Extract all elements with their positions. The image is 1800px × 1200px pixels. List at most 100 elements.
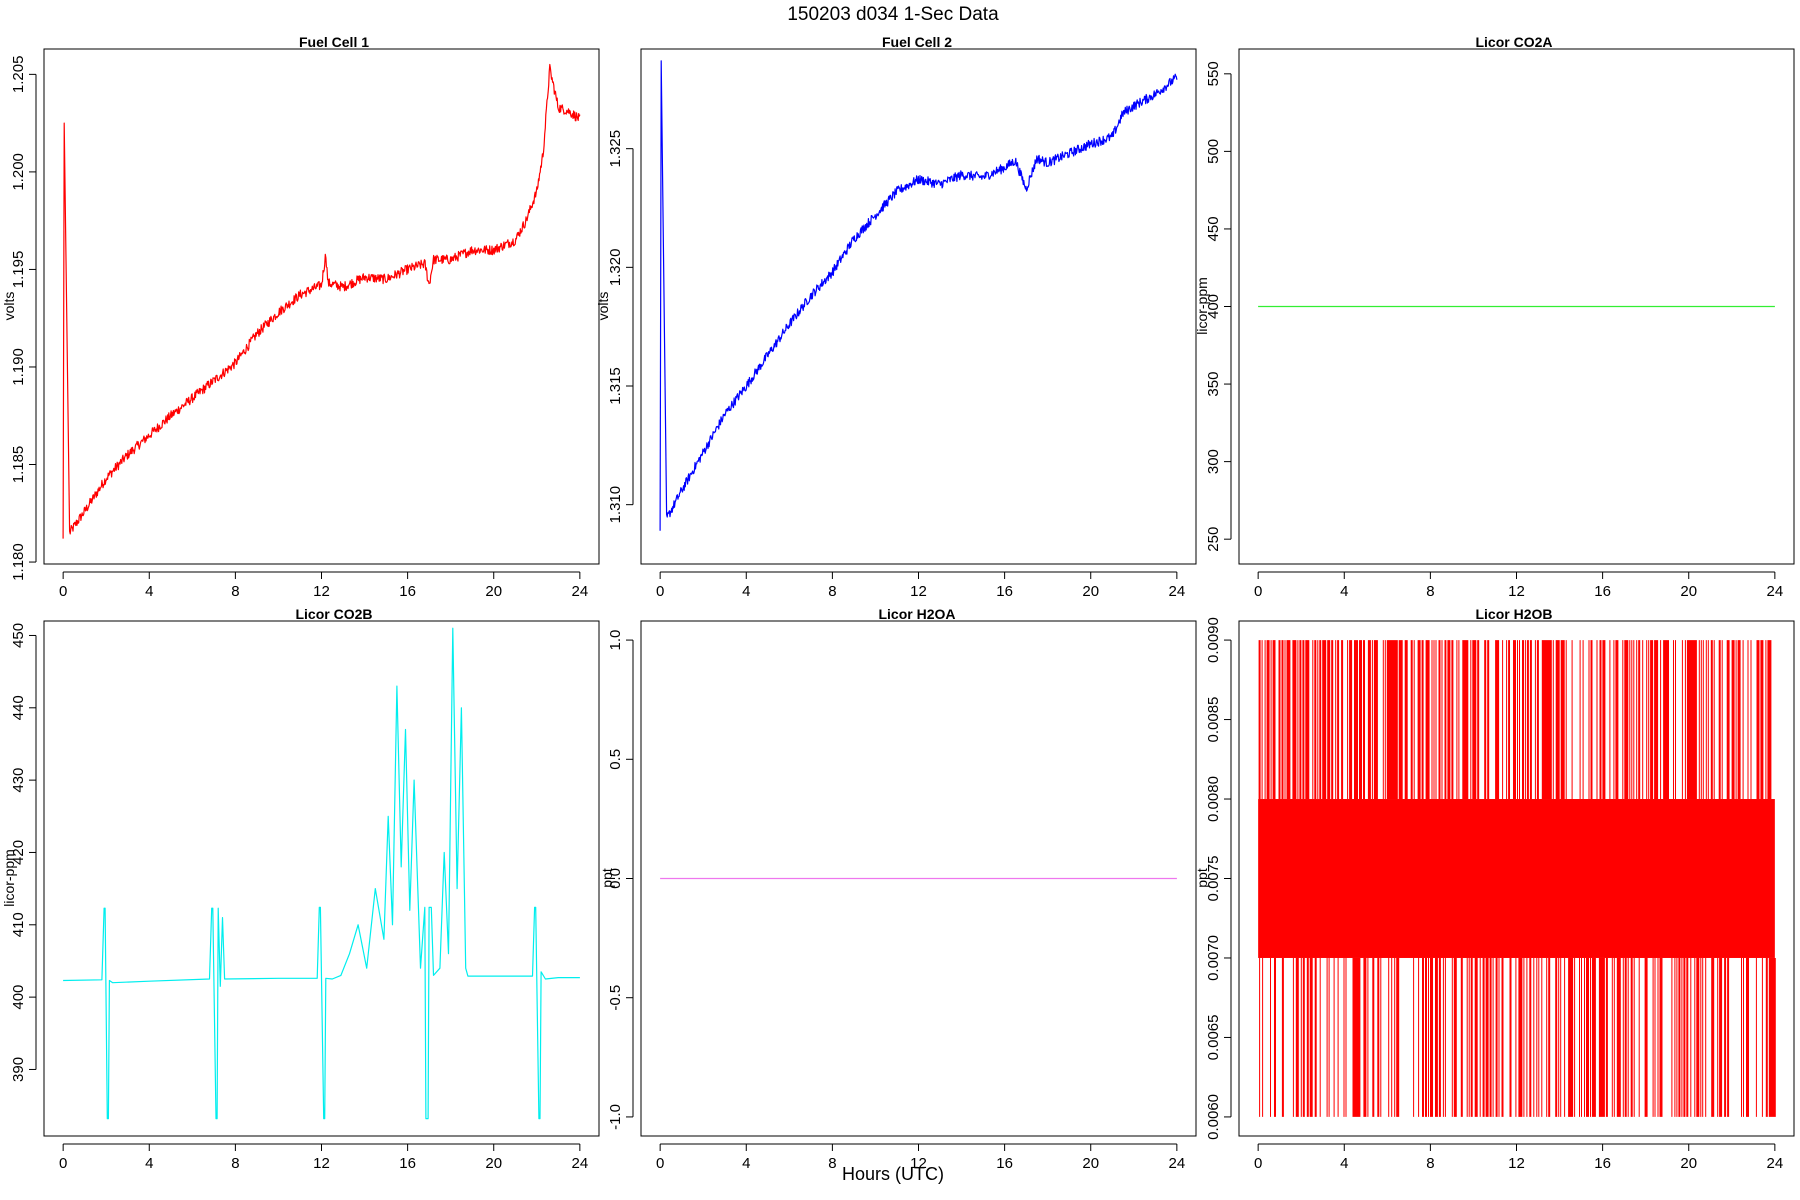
x-axis: 0 4 8 12 16 20 24 bbox=[59, 571, 589, 600]
x-tick-label: 0 bbox=[1254, 583, 1262, 600]
y-tick-label: 1.185 bbox=[10, 446, 27, 484]
y-tick-label: 0.0085 bbox=[1205, 697, 1222, 743]
plot-frame bbox=[43, 620, 600, 1137]
x-tick-label: 20 bbox=[1082, 1155, 1099, 1172]
y-tick-label: 0.5 bbox=[607, 749, 624, 770]
y-tick-label: 1.310 bbox=[607, 486, 624, 524]
y-tick-label: 0.0080 bbox=[1205, 776, 1222, 822]
x-tick-label: 0 bbox=[1254, 1155, 1262, 1172]
y-tick-label: 390 bbox=[10, 1057, 27, 1082]
x-tick-label: 20 bbox=[485, 1155, 502, 1172]
plot-frame bbox=[1238, 48, 1795, 565]
y-tick-label: 450 bbox=[10, 623, 27, 648]
x-axis: 0 4 8 12 16 20 24 bbox=[656, 571, 1186, 600]
y-tick-label: 450 bbox=[1205, 216, 1222, 241]
x-tick-label: 4 bbox=[145, 583, 153, 600]
y-tick-label: 1.325 bbox=[607, 130, 624, 168]
y-tick-label: 440 bbox=[10, 695, 27, 720]
y-axis-label: licor-ppm bbox=[1, 849, 17, 907]
x-tick-label: 8 bbox=[1426, 1155, 1434, 1172]
x-tick-label: 4 bbox=[742, 1155, 750, 1172]
y-tick-label: -1.0 bbox=[607, 1104, 624, 1130]
y-axis: -1.0 -0.5 0.0 0.5 1.0 bbox=[607, 630, 634, 1130]
x-tick-label: 24 bbox=[1767, 583, 1784, 600]
y-tick-label: 400 bbox=[10, 985, 27, 1010]
panel-licor-h2ob: Licor H2OB ppt 0 4 8 12 16 20 240.00600.00650.… bbox=[1194, 606, 1795, 1172]
x-tick-label: 24 bbox=[1767, 1155, 1784, 1172]
y-tick-label: 1.195 bbox=[10, 251, 27, 289]
y-axis: 0.0060 0.0065 0.0070 0.0075 0.0080 0.0085 0.00… bbox=[1205, 617, 1232, 1140]
y-tick-label: 350 bbox=[1205, 372, 1222, 397]
x-tick-label: 16 bbox=[399, 583, 416, 600]
x-tick-label: 8 bbox=[1426, 583, 1434, 600]
figure-title: 150203 d034 1-Sec Data bbox=[787, 4, 999, 25]
panel-title: Fuel Cell 2 bbox=[882, 34, 952, 50]
y-axis: 390 400 410 420 430 440 450 bbox=[10, 623, 37, 1082]
panel-licor-co2a: Licor CO2A licor-ppm 0 4 8 12 16 20 24 250 300 35… bbox=[1194, 34, 1795, 600]
x-tick-label: 20 bbox=[1082, 583, 1099, 600]
x-tick-label: 12 bbox=[1508, 1155, 1525, 1172]
x-tick-label: 8 bbox=[231, 1155, 239, 1172]
y-tick-label: 1.315 bbox=[607, 367, 624, 405]
x-tick-label: 4 bbox=[1340, 1155, 1348, 1172]
y-tick-label: 550 bbox=[1205, 61, 1222, 86]
x-tick-label: 20 bbox=[1680, 1155, 1697, 1172]
x-tick-label: 8 bbox=[828, 1155, 836, 1172]
y-axis-label: ppt bbox=[599, 868, 615, 888]
y-axis: 1.180 1.185 1.190 1.195 1.200 1.205 bbox=[10, 56, 37, 581]
x-tick-label: 0 bbox=[656, 1155, 664, 1172]
panel-title: Licor H2OA bbox=[878, 606, 955, 622]
x-tick-label: 24 bbox=[1169, 583, 1186, 600]
series-line bbox=[62, 63, 581, 539]
y-tick-label: 1.320 bbox=[607, 249, 624, 287]
y-tick-label: 300 bbox=[1205, 449, 1222, 474]
panel-title: Licor CO2B bbox=[295, 606, 372, 622]
y-tick-label: 0.0070 bbox=[1205, 935, 1222, 981]
x-tick-label: 4 bbox=[145, 1155, 153, 1172]
x-tick-label: 16 bbox=[1594, 583, 1611, 600]
plot-frame bbox=[1238, 620, 1795, 1137]
x-axis: 0 4 8 12 16 20 24 bbox=[59, 1143, 589, 1172]
y-tick-label: 0.0060 bbox=[1205, 1094, 1222, 1140]
series-line bbox=[659, 60, 1178, 531]
plot-frame bbox=[640, 620, 1197, 1137]
y-tick-label: 1.200 bbox=[10, 153, 27, 191]
x-tick-label: 20 bbox=[485, 583, 502, 600]
x-tick-label: 8 bbox=[231, 583, 239, 600]
x-tick-label: 16 bbox=[996, 1155, 1013, 1172]
x-tick-label: 0 bbox=[59, 583, 67, 600]
x-tick-label: 16 bbox=[399, 1155, 416, 1172]
x-tick-label: 12 bbox=[313, 1155, 330, 1172]
x-tick-label: 20 bbox=[1680, 583, 1697, 600]
x-tick-label: 4 bbox=[1340, 583, 1348, 600]
x-tick-label: 12 bbox=[910, 583, 927, 600]
x-tick-label: 16 bbox=[996, 583, 1013, 600]
x-tick-label: 24 bbox=[1169, 1155, 1186, 1172]
y-axis-label: ppt bbox=[1194, 868, 1210, 888]
y-axis-label: volts bbox=[595, 292, 611, 321]
panel-title: Licor CO2A bbox=[1475, 34, 1552, 50]
y-tick-label: 250 bbox=[1205, 527, 1222, 552]
figure-x-axis-label: Hours (UTC) bbox=[842, 1164, 944, 1184]
y-tick-label: 1.205 bbox=[10, 56, 27, 94]
y-axis-label: volts bbox=[1, 292, 17, 321]
x-tick-label: 24 bbox=[572, 1155, 589, 1172]
series-spikes bbox=[1258, 640, 1776, 1117]
x-tick-label: 24 bbox=[572, 583, 589, 600]
y-tick-label: 0.0 bbox=[607, 868, 624, 889]
plot-frame bbox=[640, 48, 1197, 565]
y-tick-label: 1.0 bbox=[607, 630, 624, 651]
x-axis: 0 4 8 12 16 20 24 bbox=[656, 1143, 1186, 1172]
x-tick-label: 12 bbox=[313, 583, 330, 600]
y-tick-label: 430 bbox=[10, 768, 27, 793]
series-line bbox=[63, 627, 580, 1120]
series-spike-lines bbox=[1258, 640, 1776, 1117]
y-tick-label: 500 bbox=[1205, 139, 1222, 164]
x-tick-label: 0 bbox=[656, 583, 664, 600]
y-axis: 250 300 350 400 450 500 550 bbox=[1205, 61, 1232, 552]
y-tick-label: 410 bbox=[10, 912, 27, 937]
y-tick-label: 0.0065 bbox=[1205, 1015, 1222, 1061]
panel-title: Fuel Cell 1 bbox=[299, 34, 369, 50]
panel-fuel-cell-2: Fuel Cell 2 volts 0 4 8 12 16 20 241.3101.3151… bbox=[595, 34, 1197, 600]
